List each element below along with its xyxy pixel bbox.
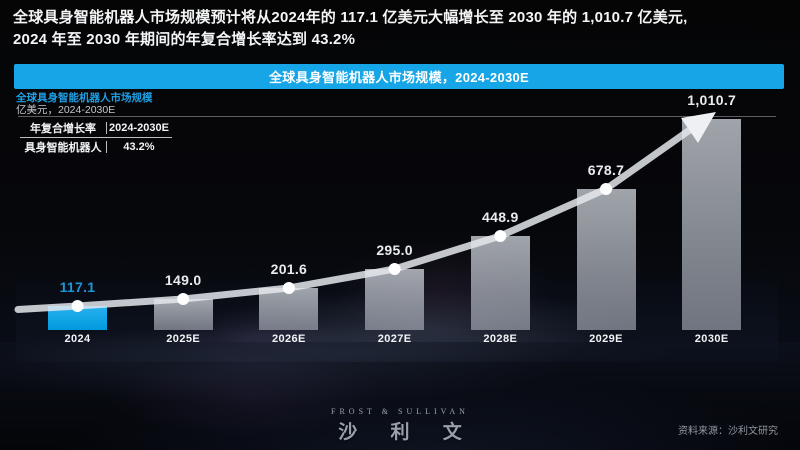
headline-line2: 2024 年至 2030 年期间的年复合增长率达到 43.2%	[13, 31, 356, 48]
source-note: 资料来源：沙利文研究	[678, 426, 778, 437]
chart-unit-label: 亿美元，2024-2030E	[16, 104, 116, 116]
cagr-data-row: 具身智能机器人 43.2%	[20, 138, 172, 156]
cagr-header-period: 2024-2030E	[106, 122, 171, 134]
cagr-row-value: 43.2%	[106, 141, 171, 153]
value-label-2026E: 201.6	[270, 261, 308, 277]
x-axis-label-2025E: 2025E	[166, 333, 201, 345]
x-axis-label-2026E: 2026E	[271, 333, 306, 345]
bar-2029E	[576, 189, 636, 330]
cagr-row-label: 具身智能机器人	[24, 142, 102, 154]
chart-title-bar: 全球具身智能机器人市场规模，2024-2030E	[14, 64, 784, 89]
bar-2030E	[682, 119, 742, 330]
x-axis-label-2028E: 2028E	[483, 333, 518, 345]
value-label-2025E: 149.0	[164, 272, 202, 288]
x-axis-label-2024: 2024	[64, 333, 91, 345]
x-axis-label-2030E: 2030E	[694, 333, 729, 345]
chart-subtitle: 全球具身智能机器人市场规模	[16, 92, 153, 104]
value-label-2030E: 1,010.7	[687, 92, 737, 108]
bar-2026E	[259, 288, 319, 330]
bar-2025E	[153, 299, 213, 330]
bar-2027E	[365, 269, 425, 330]
x-axis-label-2029E: 2029E	[589, 333, 623, 345]
frost-sullivan-logo-text: FROST & SULLIVAN	[331, 407, 469, 416]
lower-background-glow	[0, 342, 800, 450]
value-label-2028E: 448.9	[482, 209, 519, 225]
x-axis-label-2027E: 2027E	[377, 333, 412, 345]
headline: 全球具身智能机器人市场规模预计将从2024年的 117.1 亿美元大幅增长至 2…	[13, 7, 791, 51]
cagr-header-row: 年复合增长率 2024-2030E	[20, 119, 172, 137]
cagr-header-metric: 年复合增长率	[30, 123, 96, 135]
value-label-2029E: 678.7	[587, 162, 625, 178]
shalewen-logo-text: 沙 利 文	[338, 422, 476, 443]
cagr-table: 年复合增长率 2024-2030E 具身智能机器人 43.2%	[20, 119, 172, 156]
bar-2024	[48, 306, 107, 330]
chart-title: 全球具身智能机器人市场规模，2024-2030E	[268, 70, 530, 85]
headline-line1: 全球具身智能机器人市场规模预计将从2024年的 117.1 亿美元大幅增长至 2…	[13, 9, 688, 26]
bar-2028E	[470, 236, 530, 330]
top-gridline	[18, 116, 776, 117]
value-label-2027E: 295.0	[376, 242, 413, 258]
value-label-2024: 117.1	[59, 279, 96, 295]
